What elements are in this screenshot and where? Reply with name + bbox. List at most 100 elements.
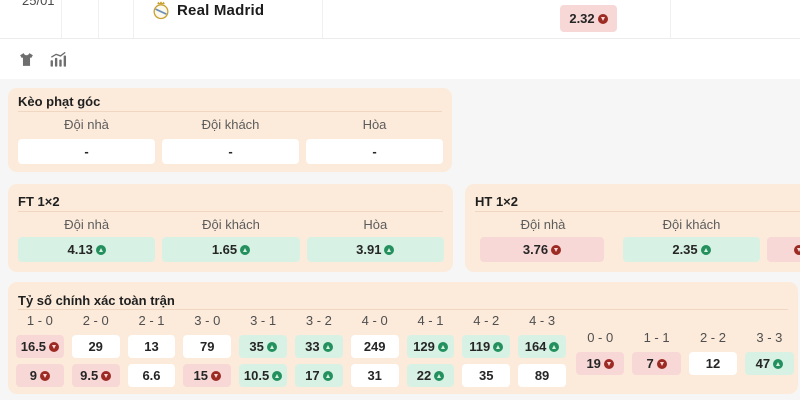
odds-cell[interactable]: 47	[745, 352, 794, 375]
odds-cell[interactable]: 19	[576, 352, 625, 375]
odds-value: 17	[305, 368, 320, 383]
trend-down-icon	[603, 358, 614, 369]
ft-1x2-card: FT 1×2 Đội nhà Đội khách Hòa 4.13 1.65 3…	[8, 184, 453, 272]
odds-cell[interactable]: 16.5	[16, 335, 64, 358]
odds-cell[interactable]: 29	[71, 335, 120, 358]
col-header-draw: Hòa	[363, 217, 388, 232]
match-odds-cell[interactable]: 2.32	[560, 5, 617, 32]
trend-up-icon	[434, 370, 445, 381]
odds-cell[interactable]: 33	[294, 335, 343, 358]
score-label: 3 - 3	[756, 330, 783, 345]
odds-value: 79	[200, 339, 215, 354]
odds-row: - - -	[18, 139, 443, 164]
trend-up-icon	[700, 244, 711, 255]
trend-up-icon	[322, 341, 333, 352]
col-header-home: Đội nhà	[64, 217, 110, 232]
odds-cell-home[interactable]: -	[18, 139, 155, 164]
trend-down-icon	[40, 370, 51, 381]
odds-cell[interactable]: 31	[350, 364, 399, 387]
odds-cell[interactable]: 249	[350, 335, 399, 358]
odds-cell[interactable]: 35	[239, 335, 287, 358]
odds-value: 6.6	[142, 368, 161, 383]
odds-cell[interactable]: 22	[406, 364, 455, 387]
odds-cell[interactable]: 164	[518, 335, 566, 358]
divider	[475, 211, 800, 212]
odds-value: 89	[534, 368, 550, 383]
odds-cell-away[interactable]: 1.65	[162, 237, 300, 262]
odds-value: 35	[479, 368, 494, 383]
odds-cell[interactable]: 35	[462, 364, 511, 387]
score-label: 4 - 0	[361, 313, 388, 328]
odds-value: 129	[413, 339, 435, 354]
odds-cell-draw[interactable]: 3.91	[306, 237, 444, 262]
odds-cell-away[interactable]: 2.35	[623, 237, 760, 262]
odds-cell[interactable]: 9	[16, 364, 64, 387]
trend-down-icon	[49, 341, 60, 352]
odds-value: 15	[193, 368, 209, 383]
trend-up-icon	[437, 341, 448, 352]
divider	[18, 111, 442, 112]
score-label: 4 - 2	[473, 313, 500, 328]
team-name: Real Madrid	[177, 1, 265, 19]
match-date: 25/01	[22, 0, 55, 8]
odds-value: 2.32	[569, 11, 595, 26]
trend-up-icon	[384, 244, 395, 255]
odds-value: 10.5	[243, 368, 270, 383]
odds-cell[interactable]: 13	[127, 335, 176, 358]
col-header-home: Đội nhà	[520, 217, 566, 232]
trend-down-icon	[101, 370, 112, 381]
odds-value: 19	[586, 356, 601, 371]
odds-value: 13	[144, 339, 159, 354]
odds-cell[interactable]: 6.6	[127, 364, 176, 387]
odds-cell-home[interactable]: 3.76	[480, 237, 604, 262]
odds-cell-draw[interactable]: -	[306, 139, 443, 164]
trend-down-icon	[793, 244, 800, 255]
trend-up-icon	[493, 341, 504, 352]
odds-cell[interactable]: 17	[294, 364, 343, 387]
trend-down-icon	[551, 244, 562, 255]
odds-value: 9	[29, 368, 38, 383]
odds-cell[interactable]: 7	[632, 352, 681, 375]
score-label: 2 - 2	[699, 330, 726, 345]
odds-value: 33	[305, 339, 320, 354]
team-cell[interactable]: Real Madrid	[151, 0, 264, 20]
odds-cell-away[interactable]: -	[162, 139, 299, 164]
divider	[322, 0, 323, 38]
score-label: 3 - 1	[250, 313, 277, 328]
odds-cell[interactable]: 15	[183, 364, 232, 387]
col-header-away: Đội khách	[662, 217, 721, 232]
odds-value: 249	[363, 339, 386, 354]
stats-chart-icon[interactable]	[47, 48, 69, 70]
match-row: 25/01 Real Madrid 2.32	[0, 0, 800, 39]
odds-value: 9.5	[80, 368, 99, 383]
ht-1x2-card: HT 1×2 Đội nhà Đội khách 3.76 2.35	[465, 184, 800, 272]
header-row: Đội nhà Đội khách Hòa	[18, 117, 443, 132]
odds-value: 3.76	[522, 242, 549, 257]
odds-cell[interactable]: 79	[183, 335, 232, 358]
odds-cell[interactable]: 10.5	[239, 364, 287, 387]
odds-cell[interactable]: 12	[688, 352, 738, 375]
trend-down-icon	[597, 13, 608, 24]
odds-value: 22	[416, 368, 432, 383]
odds-cell[interactable]: 89	[518, 364, 566, 387]
odds-cell-draw[interactable]	[767, 237, 800, 262]
divider	[18, 309, 788, 310]
score-label: 0 - 0	[587, 330, 614, 345]
card-title: Kèo phạt góc	[18, 94, 101, 109]
real-madrid-logo	[151, 0, 171, 20]
odds-cell[interactable]: 9.5	[71, 364, 120, 387]
card-title: FT 1×2	[18, 194, 60, 209]
odds-cell[interactable]: 129	[406, 335, 455, 358]
trend-up-icon	[549, 341, 560, 352]
odds-cell[interactable]: 119	[462, 335, 511, 358]
score-label: 2 - 1	[138, 313, 165, 328]
odds-value: -	[84, 144, 89, 159]
trend-up-icon	[266, 341, 277, 352]
odds-value: 31	[367, 368, 382, 383]
odds-value: 35	[249, 339, 264, 354]
odds-value: 2.35	[672, 242, 698, 257]
odds-cell-home[interactable]: 4.13	[18, 237, 156, 262]
jersey-icon[interactable]	[15, 48, 37, 70]
divider	[61, 0, 62, 38]
